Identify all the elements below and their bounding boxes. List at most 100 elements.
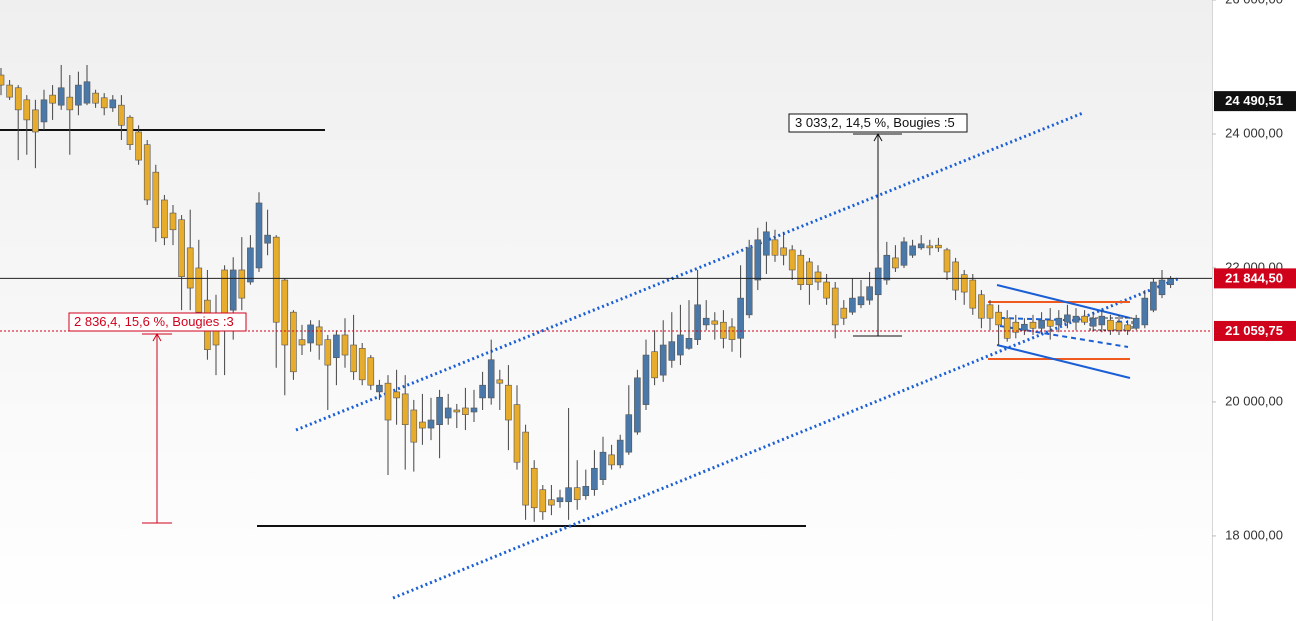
- candle-body: [986, 304, 994, 319]
- candle-body: [1158, 279, 1166, 296]
- candle-body: [1132, 317, 1140, 329]
- candle-body: [995, 311, 1002, 326]
- annotation-box: [68, 312, 247, 332]
- candle-body: [573, 487, 581, 501]
- candle-body: [1003, 317, 1011, 339]
- candle-body: [75, 84, 82, 106]
- candle-body: [315, 326, 323, 346]
- flag-line: [996, 344, 1131, 379]
- candle-body: [161, 199, 168, 239]
- candle-body: [40, 99, 48, 123]
- candle-body: [1021, 323, 1028, 331]
- candle-body: [1029, 321, 1037, 329]
- candle-body: [608, 454, 615, 466]
- price-label: 21 059,75: [1225, 323, 1283, 338]
- candle-body: [935, 244, 942, 249]
- candle-body: [565, 487, 572, 503]
- candle-body: [92, 92, 99, 104]
- candle-body: [1141, 297, 1149, 326]
- candle-body: [427, 419, 435, 429]
- candle-body: [6, 84, 13, 98]
- price-label-box: [1214, 91, 1296, 112]
- candle-body: [126, 116, 134, 145]
- candle-body: [143, 144, 151, 201]
- y-tick-label: 24 000,00: [1225, 125, 1283, 140]
- candle-body: [556, 497, 564, 503]
- candle-body: [419, 421, 426, 429]
- candle-body: [960, 274, 968, 293]
- candle-body: [135, 131, 142, 161]
- price-label-box: [1214, 268, 1296, 289]
- candle-body: [238, 269, 246, 299]
- candle-body: [1115, 321, 1123, 331]
- candle-body: [410, 409, 418, 443]
- channel-line: [392, 276, 1181, 600]
- candle-body: [754, 239, 762, 281]
- candle-body: [539, 489, 547, 513]
- candle-body: [745, 247, 753, 316]
- candle-body: [264, 234, 271, 244]
- candles: [0, 64, 1174, 522]
- flag-inner-line: [999, 317, 1129, 323]
- candle-body: [358, 348, 366, 381]
- candle-body: [969, 279, 977, 309]
- candle-body: [100, 97, 108, 109]
- candle-body: [487, 359, 495, 399]
- candle-body: [513, 404, 521, 463]
- candle-body: [23, 99, 31, 121]
- candle-body: [1107, 319, 1114, 331]
- candle-body: [591, 467, 598, 490]
- candle-body: [866, 286, 873, 301]
- candle-body: [771, 239, 779, 256]
- candle-body: [685, 338, 693, 349]
- y-tick-label: 18 000,00: [1225, 527, 1283, 542]
- candle-body: [814, 271, 822, 283]
- candle-body: [780, 247, 787, 256]
- candle-body: [1124, 324, 1131, 331]
- candle-body: [255, 202, 263, 269]
- candle-body: [178, 219, 185, 277]
- candle-body: [298, 339, 306, 346]
- candle-body: [1055, 317, 1063, 326]
- candle-body: [737, 297, 744, 339]
- candle-body: [874, 267, 882, 296]
- candle-body: [376, 384, 383, 393]
- candle-body: [281, 279, 289, 346]
- candle-body: [599, 451, 607, 480]
- channel-line: [295, 111, 1084, 432]
- candle-body: [1150, 281, 1157, 311]
- candle-body: [806, 261, 813, 286]
- candle-body: [367, 357, 375, 386]
- candle-body: [900, 241, 908, 266]
- candle-body: [522, 431, 529, 506]
- candle-body: [1064, 314, 1071, 323]
- y-tick-label: 20 000,00: [1225, 393, 1283, 408]
- candle-body: [118, 104, 125, 126]
- candle-body: [702, 317, 710, 326]
- candle-body: [229, 269, 237, 311]
- candle-body: [883, 254, 891, 281]
- annotation: 2 836,4, 15,6 %, Bougies :3: [74, 314, 234, 329]
- candle-body: [393, 391, 400, 399]
- candle-body: [324, 339, 332, 366]
- candle-body: [797, 254, 805, 286]
- candle-body: [57, 87, 65, 106]
- candle-body: [247, 247, 254, 283]
- candle-body: [401, 393, 409, 426]
- candle-body: [728, 326, 736, 340]
- candle-body: [453, 409, 461, 413]
- candle-body: [892, 257, 899, 269]
- candle-body: [831, 287, 839, 326]
- candle-body: [720, 321, 727, 339]
- candle-body: [444, 407, 452, 419]
- candle-body: [505, 384, 512, 421]
- candle-body: [1081, 315, 1088, 323]
- candle-body: [384, 382, 392, 421]
- candle-body: [943, 249, 951, 273]
- candle-body: [66, 96, 74, 111]
- candle-body: [350, 344, 357, 373]
- candle-body: [909, 245, 916, 256]
- candle-body: [169, 212, 177, 231]
